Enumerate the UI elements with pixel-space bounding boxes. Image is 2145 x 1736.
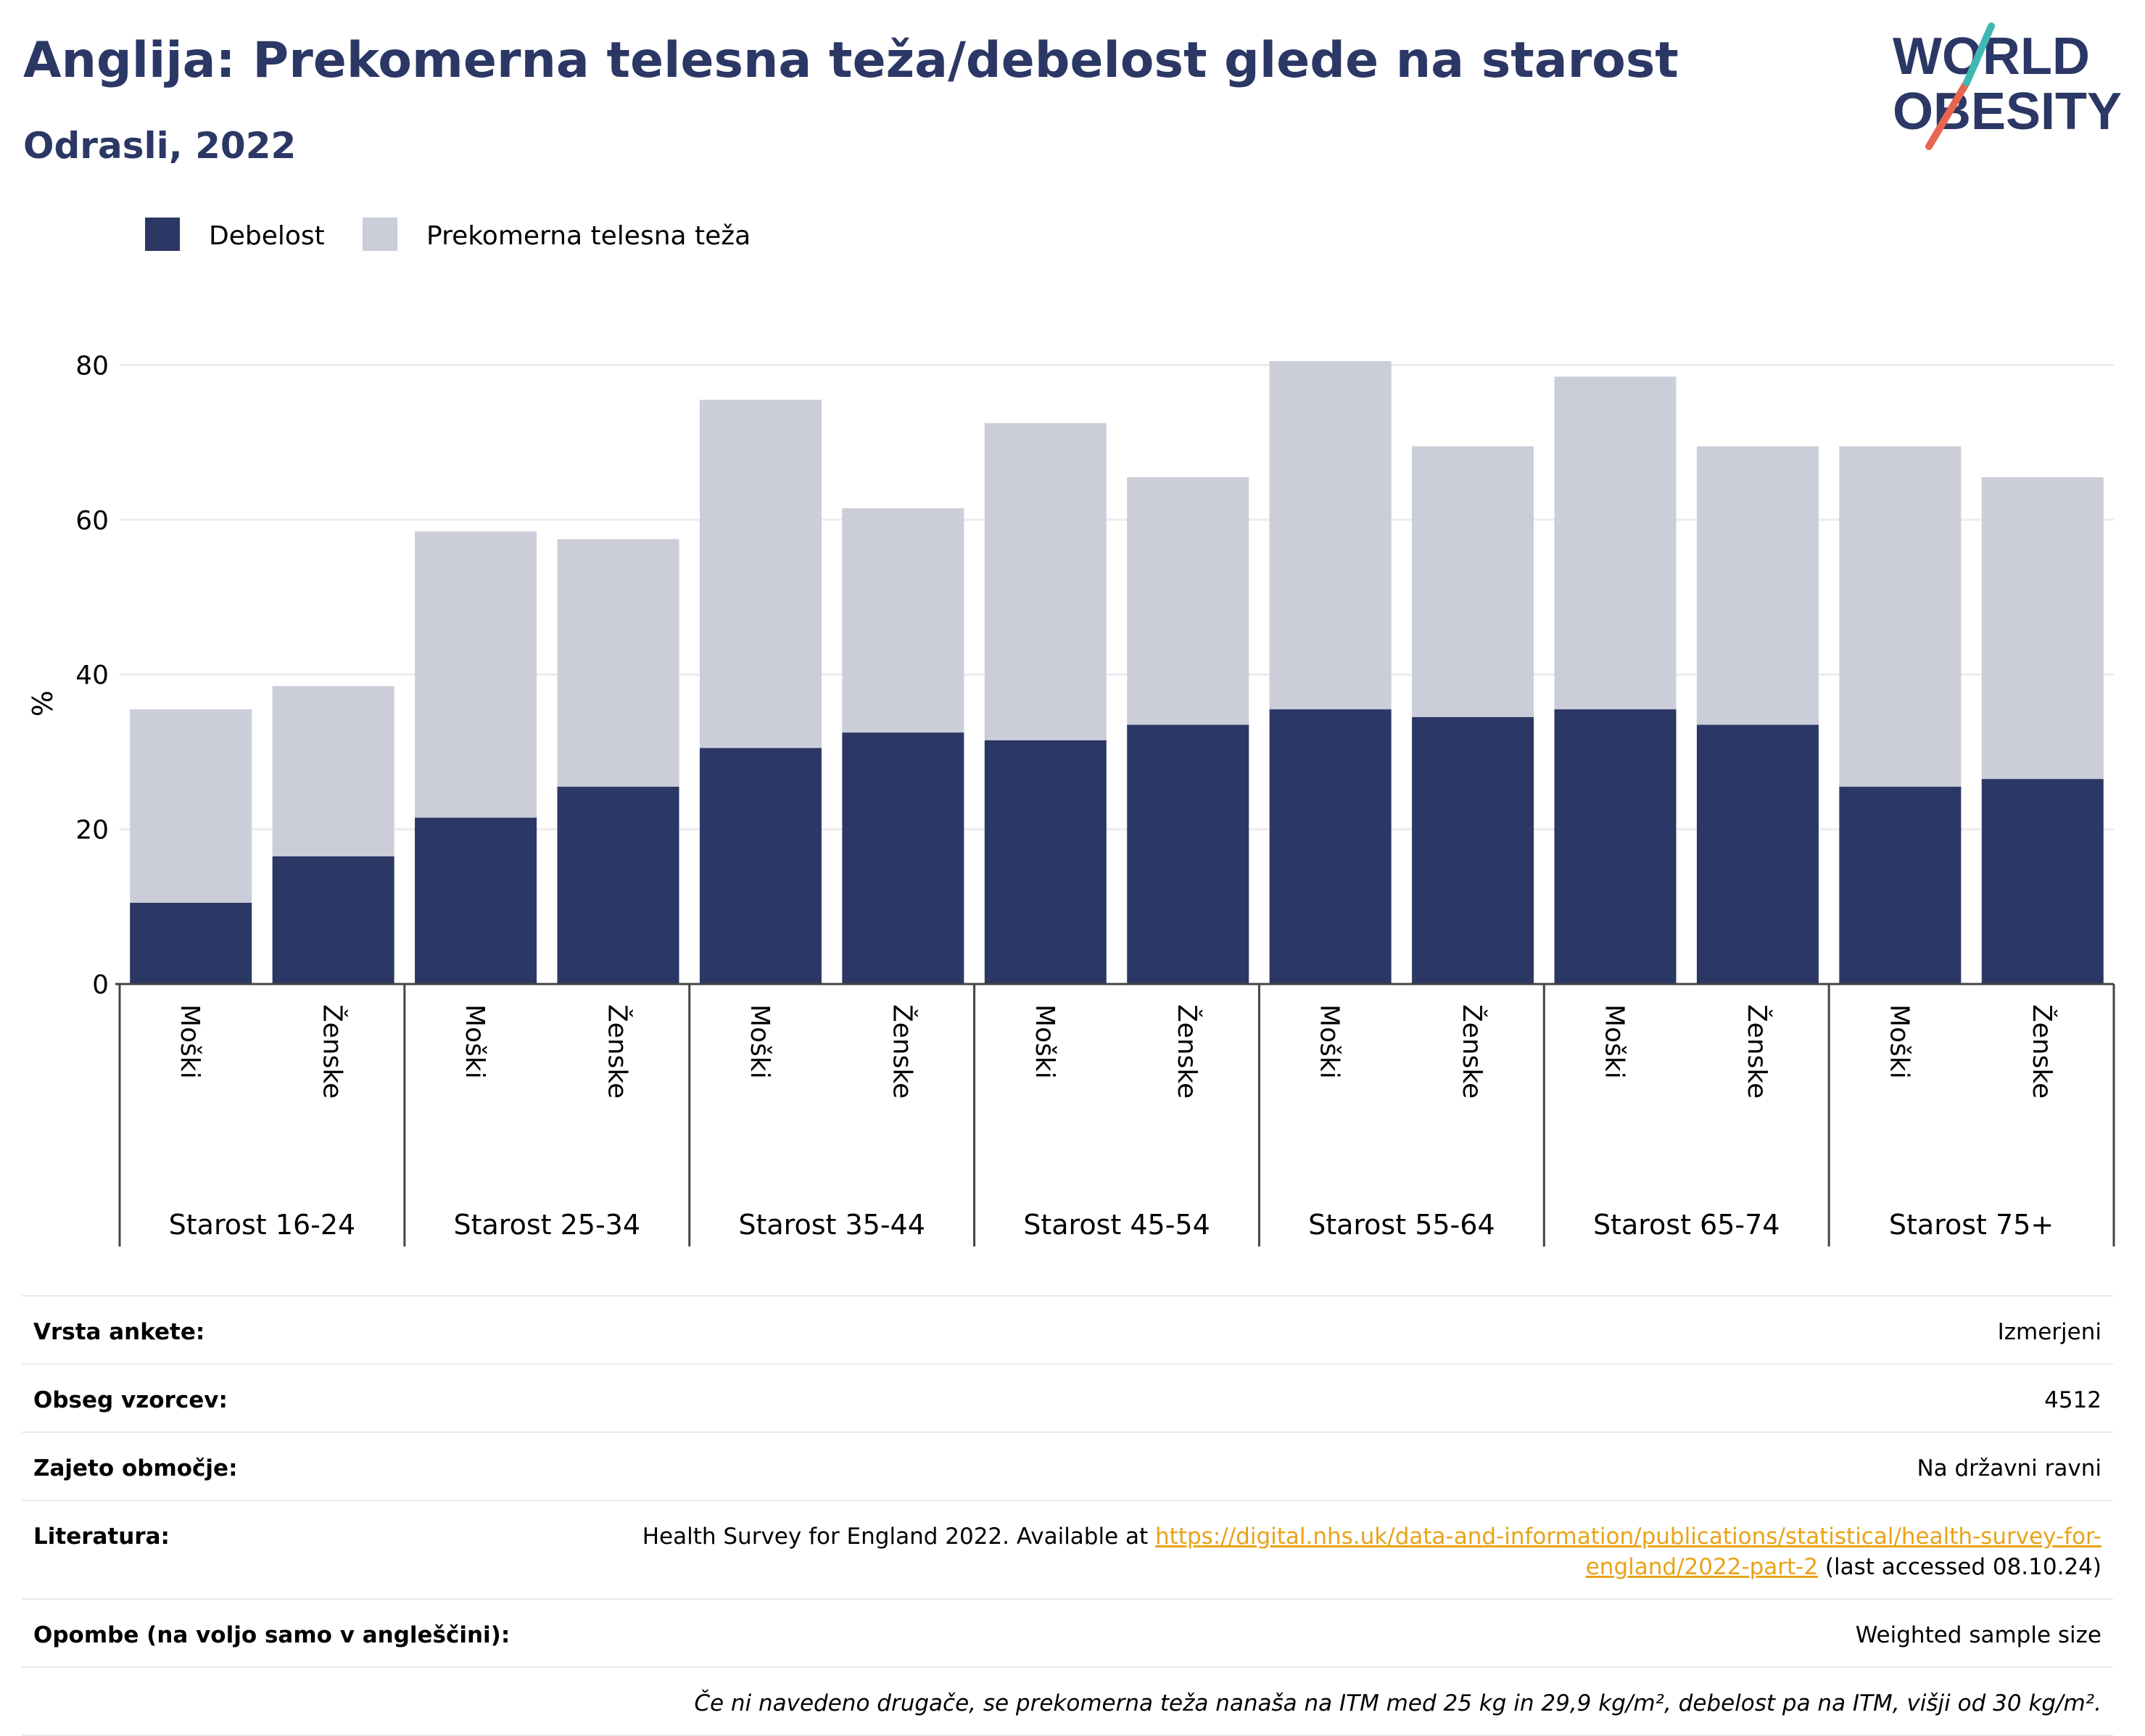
bar-overweight: [415, 531, 537, 818]
logo-slash-teal: [1963, 22, 1995, 86]
info-row-coverage: Zajeto območje: Na državni ravni: [22, 1433, 2113, 1501]
bar-overweight: [1839, 446, 1962, 787]
coverage-label: Zajeto območje:: [33, 1455, 238, 1481]
x-tick-label: Ženske: [318, 1004, 348, 1099]
notes-value: Weighted sample size: [1855, 1622, 2101, 1648]
group-label: Starost 16-24: [169, 1209, 356, 1241]
info-row-sample-size: Obseg vzorcev: 4512: [22, 1365, 2113, 1433]
bar-obesity: [1412, 716, 1534, 984]
survey-type-label: Vrsta ankete:: [33, 1319, 205, 1345]
legend-swatch-overweight: [363, 218, 397, 251]
bars: [130, 361, 2104, 984]
bar-obesity: [1554, 709, 1677, 984]
bar-obesity: [842, 732, 964, 984]
logo-line-2: OBESITY: [1893, 83, 2122, 141]
sample-size-value: 4512: [2044, 1387, 2101, 1413]
world-obesity-logo: WORLD OBESITY: [1893, 22, 2122, 150]
bar-obesity: [1269, 709, 1392, 984]
bar-overweight: [557, 539, 679, 787]
x-tick-label: Ženske: [603, 1004, 633, 1099]
info-row-references: Literatura: Health Survey for England 20…: [22, 1501, 2113, 1600]
x-tick-label: Moški: [460, 1004, 489, 1079]
references-value: Health Survey for England 2022. Availabl…: [579, 1521, 2101, 1582]
bar-obesity: [557, 786, 679, 984]
bar-obesity: [130, 902, 252, 984]
chart-subtitle: Odrasli, 2022: [23, 125, 297, 167]
footnote-text: Če ni navedeno drugače, se prekomerna te…: [694, 1690, 2101, 1716]
chart-title: Anglija: Prekomerna telesna teža/debelos…: [23, 32, 1679, 89]
bar-overweight: [1696, 446, 1819, 725]
bar-overweight: [1269, 361, 1392, 710]
y-axis-label: %: [27, 690, 59, 716]
bar-overweight: [699, 400, 822, 748]
group-label: Starost 75+: [1889, 1209, 2054, 1241]
bar-obesity: [699, 748, 822, 984]
bar-overweight: [842, 508, 964, 733]
y-tick-label: 20: [75, 816, 109, 846]
group-label: Starost 35-44: [738, 1209, 925, 1241]
group-label: Starost 45-54: [1023, 1209, 1210, 1241]
bar-obesity: [1981, 779, 2104, 984]
survey-type-value: Izmerjeni: [1997, 1319, 2101, 1345]
bar-obesity: [984, 740, 1107, 984]
y-tick-label: 60: [75, 506, 109, 536]
y-axis: 0 20 40 60 80: [75, 351, 109, 1000]
y-tick-label: 0: [92, 970, 109, 1000]
bar-obesity: [415, 817, 537, 984]
stacked-bar-chart: Debelost Prekomerna telesna teža 0 20 40 60…: [27, 218, 2115, 1247]
x-tick-label: Ženske: [2027, 1004, 2057, 1099]
notes-label: Opombe (na voljo samo v angleščini):: [33, 1622, 511, 1648]
references-link[interactable]: https://digital.nhs.uk/data-and-informat…: [1155, 1524, 2101, 1580]
references-label: Literatura:: [33, 1524, 170, 1550]
logo-slash-red: [1925, 79, 1970, 150]
group-label: Starost 55-64: [1308, 1209, 1495, 1241]
x-tick-label: Moški: [1600, 1004, 1629, 1079]
x-tick-label: Moški: [1315, 1004, 1344, 1079]
x-tick-label: Ženske: [887, 1004, 917, 1099]
x-tick-label: Ženske: [1172, 1004, 1202, 1099]
legend-label-obesity: Debelost: [209, 221, 325, 251]
bar-overweight: [272, 686, 394, 856]
bar-overweight: [1412, 446, 1534, 717]
info-table: Vrsta ankete: Izmerjeni Obseg vzorcev: 4…: [22, 1295, 2113, 1736]
x-axis: Moški Ženske Moški Ženske Moški Ženske Moški Že…: [115, 983, 2115, 1247]
legend-label-overweight: Prekomerna telesna teža: [426, 221, 751, 251]
bar-overweight: [130, 709, 252, 903]
info-row-notes: Opombe (na voljo samo v angleščini): Wei…: [22, 1600, 2113, 1668]
group-label: Starost 25-34: [454, 1209, 641, 1241]
x-tick-label: Moški: [745, 1004, 774, 1079]
references-accessed: (last accessed 08.10.24): [1818, 1554, 2101, 1580]
bar-overweight: [1554, 376, 1677, 710]
bar-obesity: [272, 856, 394, 984]
x-tick-label: Moški: [175, 1004, 204, 1079]
info-row-survey-type: Vrsta ankete: Izmerjeni: [22, 1297, 2113, 1365]
y-tick-label: 80: [75, 351, 109, 381]
y-tick-label: 40: [75, 661, 109, 690]
legend-swatch-obesity: [145, 218, 180, 251]
bar-obesity: [1839, 786, 1962, 984]
sample-size-label: Obseg vzorcev:: [33, 1387, 228, 1413]
coverage-value: Na državni ravni: [1917, 1455, 2101, 1481]
references-text: Health Survey for England 2022. Availabl…: [642, 1524, 1156, 1550]
bar-overweight: [1981, 477, 2104, 780]
x-tick-label: Moški: [1884, 1004, 1914, 1079]
bar-obesity: [1696, 724, 1819, 984]
bar-overweight: [1127, 477, 1249, 725]
legend: Debelost Prekomerna telesna teža: [145, 218, 751, 251]
bar-obesity: [1127, 724, 1249, 984]
group-label: Starost 65-74: [1593, 1209, 1780, 1241]
x-tick-label: Ženske: [1457, 1004, 1487, 1099]
x-tick-label: Ženske: [1742, 1004, 1772, 1099]
info-row-footnote: Če ni navedeno drugače, se prekomerna te…: [22, 1668, 2113, 1736]
x-tick-label: Moški: [1030, 1004, 1059, 1079]
bar-overweight: [984, 423, 1107, 740]
logo-line-1: WORLD: [1893, 28, 2090, 86]
